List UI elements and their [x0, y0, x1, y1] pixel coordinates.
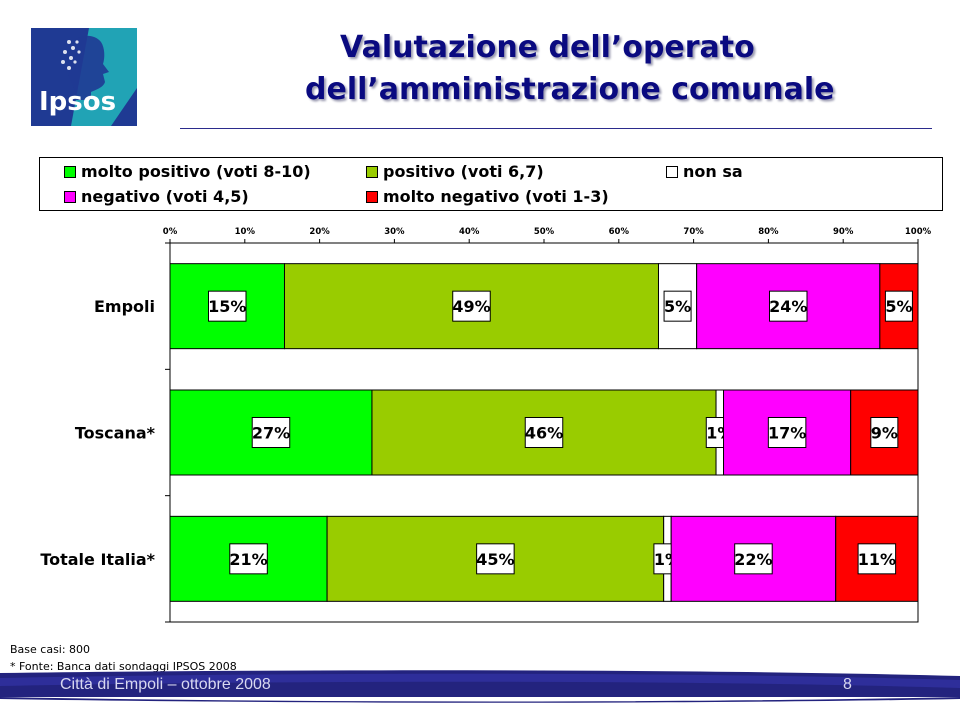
x-tick-label: 20% — [309, 227, 330, 237]
page-number: 8 — [843, 676, 852, 693]
data-label-box — [524, 417, 564, 448]
data-label: 11% — [858, 550, 896, 569]
legend-item-positivo: positivo (voti 6,7) — [366, 162, 544, 181]
data-label-box — [857, 543, 897, 575]
data-label-box — [884, 290, 913, 322]
data-label-box — [767, 417, 807, 448]
legend-swatch — [366, 165, 378, 178]
x-tick-label: 40% — [459, 227, 480, 237]
source-note: * Fonte: Banca dati sondaggi IPSOS 2008 — [10, 660, 237, 673]
x-tick-label: 50% — [534, 227, 555, 237]
data-label: 45% — [476, 550, 514, 569]
legend-swatch — [666, 165, 678, 178]
legend-swatch — [64, 190, 76, 203]
base-note: Base casi: 800 — [10, 643, 91, 656]
logo-text: Ipsos — [39, 87, 116, 117]
legend-swatch — [64, 165, 76, 178]
x-tick-label: 10% — [235, 227, 256, 237]
data-label: 24% — [769, 297, 807, 316]
legend-item-negativo: negativo (voti 4,5) — [64, 187, 249, 206]
data-label-box — [251, 417, 291, 448]
title-divider — [180, 128, 932, 129]
data-label-box — [207, 290, 247, 322]
data-label: 9% — [871, 424, 898, 443]
title-line-1: Valutazione dell’operato — [340, 30, 755, 65]
x-tick-label: 80% — [758, 227, 779, 237]
data-label: 46% — [525, 424, 563, 443]
footer-text: Città di Empoli – ottobre 2008 — [60, 676, 271, 693]
data-label-box — [768, 290, 808, 322]
data-label: 5% — [885, 297, 912, 316]
x-tick-label: 100% — [905, 227, 932, 237]
legend-item-molto-negativo: molto negativo (voti 1-3) — [366, 187, 609, 206]
x-tick-label: 90% — [833, 227, 854, 237]
data-label-box — [452, 290, 491, 322]
legend-label: negativo (voti 4,5) — [81, 187, 249, 206]
legend-swatch — [366, 190, 378, 203]
footer-band — [0, 670, 960, 720]
data-label: 15% — [208, 297, 246, 316]
ipsos-logo: Ipsos — [31, 28, 137, 126]
x-tick-label: 60% — [609, 227, 630, 237]
category-label: Totale Italia* — [40, 550, 155, 569]
data-label: 27% — [252, 424, 290, 443]
x-tick-label: 30% — [384, 227, 405, 237]
title-line-2: dell’amministrazione comunale — [305, 72, 835, 107]
legend-item-non-sa: non sa — [666, 162, 743, 181]
x-tick-label: 70% — [683, 227, 704, 237]
data-label: 17% — [768, 424, 806, 443]
data-label: 49% — [452, 297, 490, 316]
data-label: 22% — [734, 550, 772, 569]
data-label: 5% — [664, 297, 691, 316]
data-label-box — [663, 290, 692, 322]
category-label: Toscana* — [75, 424, 156, 443]
data-label-box — [870, 417, 899, 448]
legend-item-molto-positivo: molto positivo (voti 8-10) — [64, 162, 311, 181]
data-label-box — [476, 543, 515, 575]
x-tick-label: 0% — [163, 227, 178, 237]
legend-label: molto positivo (voti 8-10) — [81, 162, 311, 181]
legend-label: molto negativo (voti 1-3) — [383, 187, 609, 206]
data-label-box — [229, 543, 268, 575]
legend-label: non sa — [683, 162, 743, 181]
data-label: 21% — [229, 550, 267, 569]
legend-label: positivo (voti 6,7) — [383, 162, 544, 181]
category-label: Empoli — [94, 297, 155, 316]
chart-legend: molto positivo (voti 8-10) positivo (vot… — [39, 157, 943, 211]
data-label-box — [734, 543, 773, 575]
